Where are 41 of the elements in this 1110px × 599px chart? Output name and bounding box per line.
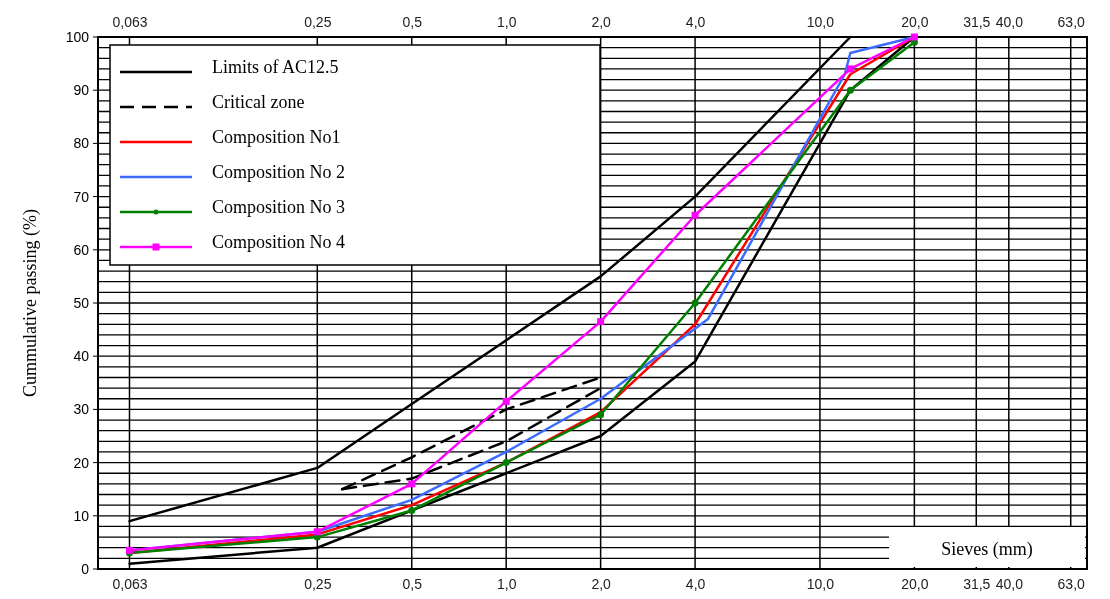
x-tick-label: 31,5: [963, 575, 991, 592]
x-axis-title: Sieves (mm): [941, 539, 1033, 560]
x-tick-label: 0,25: [304, 575, 332, 592]
x-tick-label: 63,0: [1057, 575, 1086, 592]
x-tick-label: 0,5: [402, 575, 423, 592]
text: 63,0: [1057, 14, 1085, 30]
text: 1,0: [496, 14, 517, 30]
text: 0,5: [402, 14, 422, 30]
y-tick-label: 50: [73, 294, 90, 311]
x-tick-label: 20,0: [901, 575, 929, 592]
x-tick-label: 40,0: [995, 575, 1024, 592]
x-tick-label: 10,0: [806, 575, 835, 592]
y-tick-label: 30: [73, 401, 90, 418]
text: 40,0: [995, 14, 1023, 30]
y-tick-label: 40: [73, 348, 90, 365]
text: 20,0: [901, 14, 929, 30]
legend-label: Composition No1: [212, 127, 341, 148]
y-tick-label: 100: [65, 28, 90, 45]
y-tick-label: 80: [73, 135, 90, 152]
y-tick-label: 70: [73, 188, 90, 205]
text: 0,25: [304, 14, 332, 30]
legend-label: Composition No 3: [212, 197, 346, 218]
legend-label: Composition No 2: [212, 162, 346, 183]
y-tick-label: 90: [73, 82, 90, 99]
text: 2,0: [591, 14, 611, 30]
text: 4,0: [685, 14, 706, 30]
x-tick-label: 4,0: [685, 575, 706, 592]
legend-label: Critical zone: [212, 92, 305, 113]
x-tick-label: 2,0: [591, 575, 612, 592]
y-tick-label: 0: [81, 560, 90, 577]
legend-label: Limits of AC12.5: [212, 57, 339, 78]
text: 31,5: [963, 14, 991, 30]
y-tick-label: 10: [73, 507, 90, 524]
y-tick-label: 20: [73, 454, 90, 471]
x-tick-label: 1,0: [496, 575, 517, 592]
y-tick-label: 60: [73, 241, 90, 258]
text: 0,063: [112, 14, 148, 30]
x-tick-label: 0,063: [112, 575, 148, 592]
legend-label: Composition No 4: [212, 232, 346, 253]
y-axis-title: Cummulative passing (%): [20, 209, 41, 397]
text: 10,0: [806, 14, 835, 30]
